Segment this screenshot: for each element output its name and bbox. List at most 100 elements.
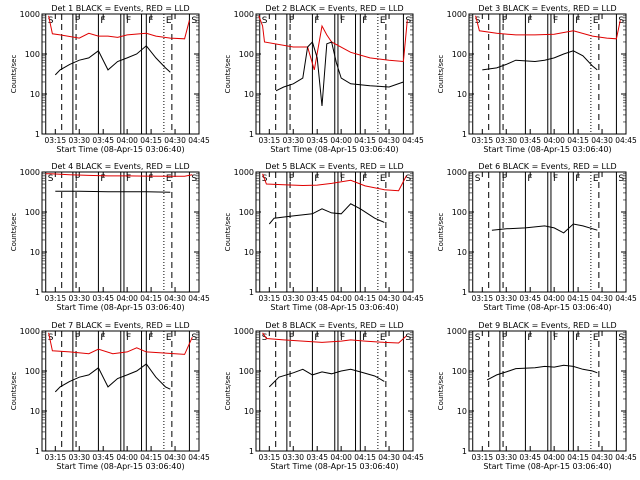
y-axis-label: Counts/sec	[437, 55, 445, 94]
time-marker-label: S	[618, 333, 624, 343]
time-marker-label: F	[289, 174, 294, 184]
x-tick-label: 04:45	[402, 136, 424, 145]
time-marker-label: S	[191, 16, 197, 26]
time-marker-label: E	[166, 174, 172, 184]
x-tick-label: 04:00	[330, 453, 352, 462]
time-marker-label: S	[48, 174, 54, 184]
x-axis-label: Start Time (08-Apr-15 03:06:40)	[483, 303, 611, 312]
x-tick-label: 03:45	[306, 453, 328, 462]
time-marker-label: F	[314, 333, 319, 343]
y-axis-label: Counts/sec	[437, 372, 445, 411]
time-marker-label: F	[126, 174, 131, 184]
x-tick-label: 04:45	[615, 136, 637, 145]
x-tick-label: 04:30	[591, 136, 613, 145]
x-tick-label: 03:15	[258, 294, 280, 303]
y-tick-label: 10	[244, 248, 254, 257]
x-tick-label: 04:00	[116, 453, 138, 462]
x-tick-label: 03:45	[519, 136, 541, 145]
time-marker-label: S	[475, 16, 481, 26]
time-marker-label: F	[362, 333, 367, 343]
time-marker-label: E	[593, 174, 599, 184]
x-tick-label: 04:45	[615, 453, 637, 462]
events-series-line	[54, 363, 171, 393]
time-marker-label: S	[618, 174, 624, 184]
x-tick-label: 03:30	[282, 294, 304, 303]
y-tick-label: 10	[457, 248, 467, 257]
x-tick-label: 04:00	[543, 294, 565, 303]
y-axis-label: Counts/sec	[224, 55, 232, 94]
time-marker-label: S	[48, 16, 54, 26]
x-tick-label: 03:15	[471, 294, 493, 303]
events-series-line	[491, 223, 598, 234]
panel-title: Det 9 BLACK = Events, RED = LLD	[478, 321, 616, 330]
y-axis-label: Counts/sec	[437, 213, 445, 252]
time-marker-label: F	[126, 16, 131, 26]
time-marker-label: E	[380, 174, 386, 184]
x-tick-label: 04:30	[591, 453, 613, 462]
time-marker-label: F	[340, 333, 345, 343]
x-axis-label: Start Time (08-Apr-15 03:06:40)	[56, 145, 184, 154]
time-marker-label: F	[75, 333, 80, 343]
x-axis-label: Start Time (08-Apr-15 03:06:40)	[56, 462, 184, 471]
x-tick-label: 03:30	[68, 453, 90, 462]
time-marker-label: S	[262, 333, 268, 343]
x-tick-label: 04:30	[591, 294, 613, 303]
time-marker-label: F	[289, 16, 294, 26]
y-tick-label: 1000	[447, 10, 467, 19]
time-marker-label: F	[100, 333, 105, 343]
time-marker-label: F	[553, 174, 558, 184]
x-tick-label: 04:30	[164, 136, 186, 145]
time-marker-label: E	[166, 333, 172, 343]
x-tick-label: 03:45	[92, 294, 114, 303]
panel-7: Det 7 BLACK = Events, RED = LLD 1 10 100 100…	[10, 321, 210, 471]
x-tick-label: 03:15	[44, 136, 66, 145]
lld-series-line	[45, 173, 193, 177]
time-marker-label: F	[502, 16, 507, 26]
y-tick-label: 1000	[20, 327, 40, 336]
panel-title: Det 8 BLACK = Events, RED = LLD	[265, 321, 403, 330]
y-tick-label: 1000	[234, 168, 254, 177]
x-tick-label: 03:15	[258, 136, 280, 145]
x-tick-label: 03:45	[519, 453, 541, 462]
events-series-line	[268, 203, 385, 225]
panel-4: Det 4 BLACK = Events, RED = LLD 1 10 100 100…	[10, 162, 210, 312]
panel-title: Det 6 BLACK = Events, RED = LLD	[478, 162, 616, 171]
time-marker-label: S	[618, 16, 624, 26]
time-marker-label: F	[100, 16, 105, 26]
x-tick-label: 04:30	[378, 294, 400, 303]
time-marker-label: S	[405, 174, 411, 184]
x-tick-label: 03:45	[306, 294, 328, 303]
panel-1: Det 1 BLACK = Events, RED = LLD 1 10 100 100…	[10, 4, 210, 154]
x-tick-label: 04:15	[567, 294, 589, 303]
x-tick-label: 04:30	[164, 453, 186, 462]
events-series-line	[268, 368, 385, 388]
x-axis-label: Start Time (08-Apr-15 03:06:40)	[483, 145, 611, 154]
x-tick-label: 04:30	[164, 294, 186, 303]
time-marker-label: F	[100, 174, 105, 184]
y-tick-label: 10	[457, 407, 467, 416]
y-tick-label: 100	[25, 367, 40, 376]
panel-3: Det 3 BLACK = Events, RED = LLD 1 10 100 100…	[437, 4, 637, 154]
y-tick-label: 100	[25, 50, 40, 59]
y-tick-label: 10	[30, 90, 40, 99]
y-tick-label: 100	[25, 208, 40, 217]
y-axis-label: Counts/sec	[10, 55, 18, 94]
x-tick-label: 04:45	[188, 136, 210, 145]
x-tick-label: 04:00	[116, 294, 138, 303]
time-marker-label: F	[75, 174, 80, 184]
x-tick-label: 04:00	[116, 136, 138, 145]
time-marker-label: S	[475, 174, 481, 184]
y-tick-label: 1000	[20, 168, 40, 177]
time-marker-label: F	[527, 333, 532, 343]
y-tick-label: 1	[462, 130, 467, 139]
time-marker-label: F	[575, 174, 580, 184]
y-tick-label: 1	[249, 288, 254, 297]
x-tick-label: 04:45	[188, 453, 210, 462]
time-marker-label: F	[502, 333, 507, 343]
panel-title: Det 4 BLACK = Events, RED = LLD	[51, 162, 189, 171]
y-tick-label: 1	[35, 130, 40, 139]
time-marker-label: E	[593, 16, 599, 26]
time-marker-label: F	[362, 174, 367, 184]
time-marker-label: F	[75, 16, 80, 26]
